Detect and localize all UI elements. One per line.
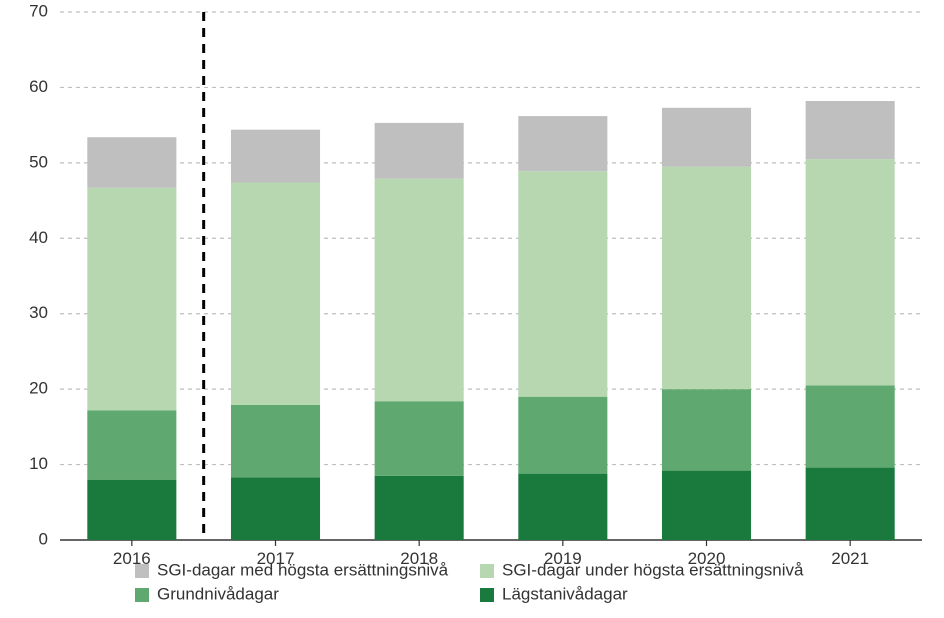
bar-sgi_under	[662, 167, 751, 390]
bar-lagstanivadagar	[806, 468, 895, 540]
x-tick-label: 2021	[831, 549, 869, 568]
legend-label: SGI-dagar under högsta ersättningsnivå	[502, 560, 804, 579]
bar-sgi_hogsta	[231, 130, 320, 183]
stacked-bar-chart: 010203040506070201620172018201920202021S…	[0, 0, 944, 618]
bar-sgi_under	[806, 159, 895, 385]
bar-grundnivadagar	[87, 410, 176, 479]
y-tick-label: 20	[29, 379, 48, 398]
bar-sgi_hogsta	[87, 137, 176, 188]
bar-grundnivadagar	[806, 385, 895, 467]
y-tick-label: 10	[29, 454, 48, 473]
bar-sgi_under	[87, 188, 176, 411]
legend-swatch	[480, 588, 494, 602]
y-tick-label: 40	[29, 228, 48, 247]
legend-swatch	[135, 564, 149, 578]
legend-swatch	[135, 588, 149, 602]
bar-sgi_under	[518, 171, 607, 397]
bar-lagstanivadagar	[87, 480, 176, 540]
y-tick-label: 0	[39, 529, 48, 548]
legend-label: Grundnivådagar	[157, 584, 279, 603]
bar-lagstanivadagar	[375, 476, 464, 540]
y-tick-label: 60	[29, 77, 48, 96]
bar-lagstanivadagar	[662, 471, 751, 540]
bar-sgi_hogsta	[518, 116, 607, 171]
bar-sgi_under	[375, 179, 464, 402]
bar-grundnivadagar	[375, 401, 464, 476]
y-tick-label: 70	[29, 1, 48, 20]
bar-grundnivadagar	[662, 389, 751, 470]
legend-label: SGI-dagar med högsta ersättningsnivå	[157, 560, 449, 579]
bar-lagstanivadagar	[518, 474, 607, 540]
bar-sgi_under	[231, 182, 320, 405]
bar-sgi_hogsta	[375, 123, 464, 179]
legend-label: Lägstanivådagar	[502, 584, 628, 603]
legend-swatch	[480, 564, 494, 578]
bar-sgi_hogsta	[662, 108, 751, 167]
bar-lagstanivadagar	[231, 477, 320, 540]
bar-sgi_hogsta	[806, 101, 895, 159]
y-tick-label: 30	[29, 303, 48, 322]
bar-grundnivadagar	[518, 397, 607, 474]
bar-grundnivadagar	[231, 405, 320, 477]
y-tick-label: 50	[29, 152, 48, 171]
